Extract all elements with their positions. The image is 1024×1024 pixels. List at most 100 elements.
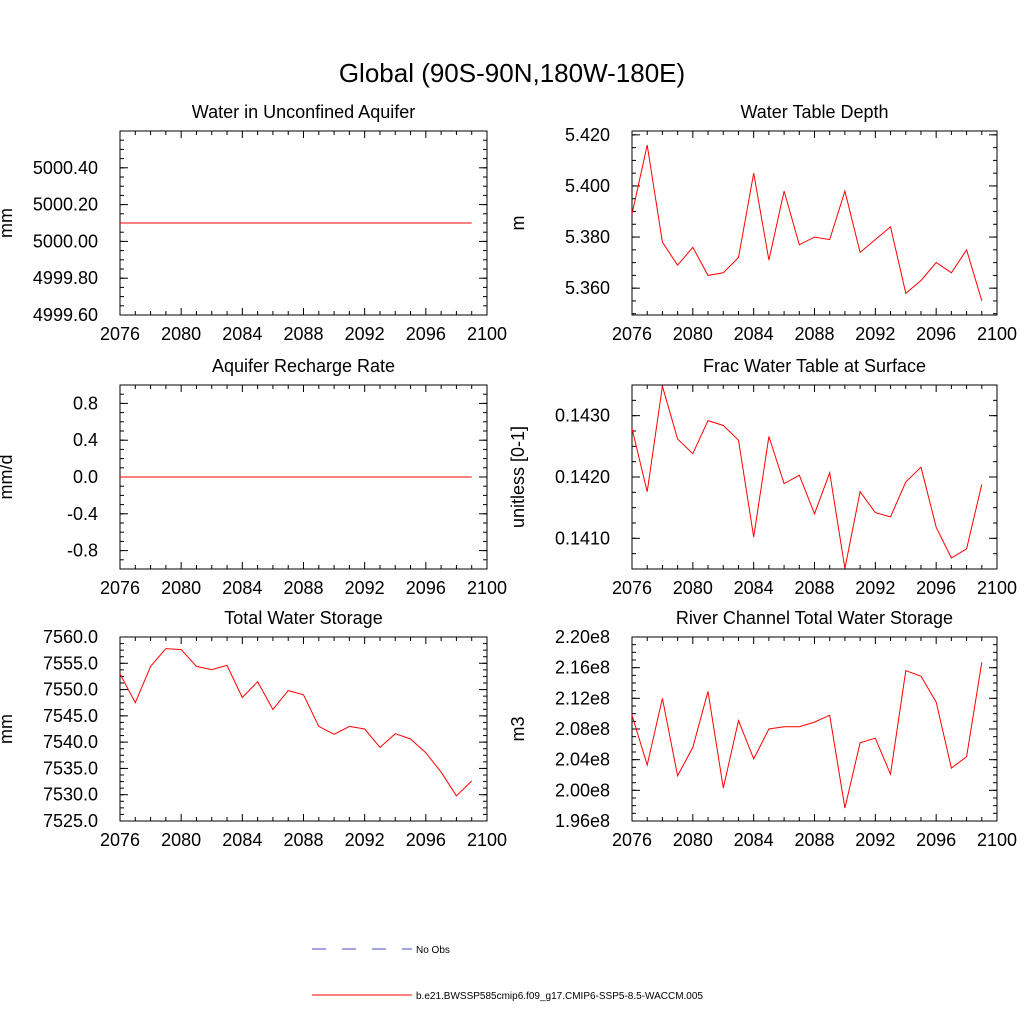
- y-tick-label: 0.1410: [555, 528, 610, 548]
- series-line: [119, 648, 473, 797]
- x-tick-label: 2096: [916, 830, 956, 850]
- panel-4: Frac Water Table at Surface unitless [0-1…: [508, 356, 1017, 598]
- y-tick-label: 5.380: [565, 227, 610, 247]
- y-tick-label: 7550.0: [43, 680, 98, 700]
- y-tick-label: 5.420: [565, 125, 610, 145]
- y-tick-label: 0.1420: [555, 467, 610, 487]
- x-tick-label: 2096: [916, 578, 956, 598]
- y-tick-label: 2.08e8: [555, 719, 610, 739]
- y-tick-label: 0.1430: [555, 406, 610, 426]
- y-tick-label: 2.04e8: [555, 750, 610, 770]
- y-tick-label: 2.12e8: [555, 688, 610, 708]
- x-tick-label: 2088: [283, 578, 323, 598]
- x-tick-label: 2100: [977, 324, 1017, 344]
- y-tick-label: 2.00e8: [555, 780, 610, 800]
- x-tick-label: 2084: [734, 830, 774, 850]
- legend-obs-label: No Obs: [416, 945, 450, 956]
- x-tick-label: 2096: [406, 324, 446, 344]
- legend: No Obs b.e21.BWSSP585cmip6.f09_g17.CMIP6…: [312, 945, 703, 1002]
- y-tick-label: 0.4: [73, 430, 98, 450]
- x-tick-label: 2092: [345, 324, 385, 344]
- x-tick-label: 2080: [673, 324, 713, 344]
- panel-5: Total Water Storage mm 2076 2080 2084 2088 209…: [0, 608, 507, 850]
- x-tick-label: 2088: [283, 830, 323, 850]
- chart-title: Water in Unconfined Aquifer: [192, 102, 415, 122]
- chart-title: Water Table Depth: [740, 102, 888, 122]
- y-tick-label: 5.400: [565, 176, 610, 196]
- x-tick-label: 2092: [345, 578, 385, 598]
- y-tick-label: 5.360: [565, 278, 610, 298]
- panels: Water in Unconfined Aquifer mm 2076 2080 208…: [0, 102, 1017, 850]
- y-tick-label: 7555.0: [43, 653, 98, 673]
- x-tick-label: 2076: [612, 830, 652, 850]
- x-tick-label: 2096: [406, 830, 446, 850]
- x-tick-label: 2076: [612, 324, 652, 344]
- panel-6: River Channel Total Water Storage m3 2076 2…: [508, 608, 1017, 850]
- x-tick-label: 2092: [345, 830, 385, 850]
- y-tick-label: 1.96e8: [555, 811, 610, 831]
- y-tick-label: 7535.0: [43, 758, 98, 778]
- panel-3: Aquifer Recharge Rate mm/d 2076 2080 2084 208…: [0, 356, 507, 598]
- x-tick-label: 2080: [161, 830, 201, 850]
- y-tick-label: 4999.60: [33, 305, 98, 325]
- y-tick-label: 5000.20: [33, 195, 98, 215]
- plot-frame: [631, 130, 998, 316]
- y-tick-label: 5000.40: [33, 158, 98, 178]
- x-tick-label: 2080: [673, 578, 713, 598]
- x-tick-label: 2088: [794, 830, 834, 850]
- x-tick-label: 2084: [222, 324, 262, 344]
- y-tick-label: 7545.0: [43, 706, 98, 726]
- y-tick-label: 5000.00: [33, 231, 98, 251]
- x-tick-label: 2088: [283, 324, 323, 344]
- x-tick-label: 2084: [222, 578, 262, 598]
- x-tick-label: 2076: [100, 830, 140, 850]
- x-tick-label: 2100: [467, 324, 507, 344]
- y-tick-label: 7560.0: [43, 627, 98, 647]
- x-tick-label: 2100: [977, 830, 1017, 850]
- y-tick-label: 7530.0: [43, 785, 98, 805]
- chart-title: River Channel Total Water Storage: [676, 608, 953, 628]
- series-line: [631, 662, 983, 809]
- x-tick-label: 2100: [467, 578, 507, 598]
- panel-2: Water Table Depth m 2076 2080 2084 2088 2092 20…: [508, 102, 1017, 344]
- x-tick-label: 2096: [406, 578, 446, 598]
- y-tick-label: 0.0: [73, 467, 98, 487]
- legend-model-label: b.e21.BWSSP585cmip6.f09_g17.CMIP6-SSP5-8…: [416, 991, 703, 1002]
- y-tick-label: 7525.0: [43, 811, 98, 831]
- x-tick-label: 2076: [100, 324, 140, 344]
- x-tick-label: 2084: [734, 324, 774, 344]
- y-axis-label: mm: [0, 714, 16, 744]
- y-tick-label: 2.20e8: [555, 627, 610, 647]
- series-line: [631, 386, 983, 569]
- x-tick-label: 2100: [977, 578, 1017, 598]
- y-axis-label: mm: [0, 208, 16, 238]
- y-tick-label: 2.16e8: [555, 658, 610, 678]
- x-tick-label: 2088: [794, 324, 834, 344]
- x-tick-label: 2084: [222, 830, 262, 850]
- series-line: [631, 144, 983, 302]
- x-tick-label: 2084: [734, 578, 774, 598]
- x-tick-label: 2092: [855, 324, 895, 344]
- x-tick-label: 2096: [916, 324, 956, 344]
- y-axis-label: m3: [508, 716, 528, 741]
- x-tick-label: 2092: [855, 578, 895, 598]
- y-tick-label: 4999.80: [33, 268, 98, 288]
- y-axis-label: m: [508, 216, 528, 231]
- plot-frame: [119, 636, 488, 822]
- x-tick-label: 2080: [161, 324, 201, 344]
- x-tick-label: 2080: [673, 830, 713, 850]
- y-tick-label: -0.4: [67, 504, 98, 524]
- page-title: Global (90S-90N,180W-180E): [339, 58, 685, 88]
- x-tick-label: 2076: [612, 578, 652, 598]
- y-tick-label: 7540.0: [43, 732, 98, 752]
- y-axis-label: unitless [0-1]: [508, 426, 528, 528]
- y-tick-label: -0.8: [67, 541, 98, 561]
- y-axis-label: mm/d: [0, 455, 16, 500]
- chart-title: Total Water Storage: [224, 608, 382, 628]
- chart-title: Frac Water Table at Surface: [703, 356, 926, 376]
- plot-frame: [631, 384, 998, 570]
- x-tick-label: 2088: [794, 578, 834, 598]
- panel-1: Water in Unconfined Aquifer mm 2076 2080 208…: [0, 102, 507, 344]
- x-tick-label: 2076: [100, 578, 140, 598]
